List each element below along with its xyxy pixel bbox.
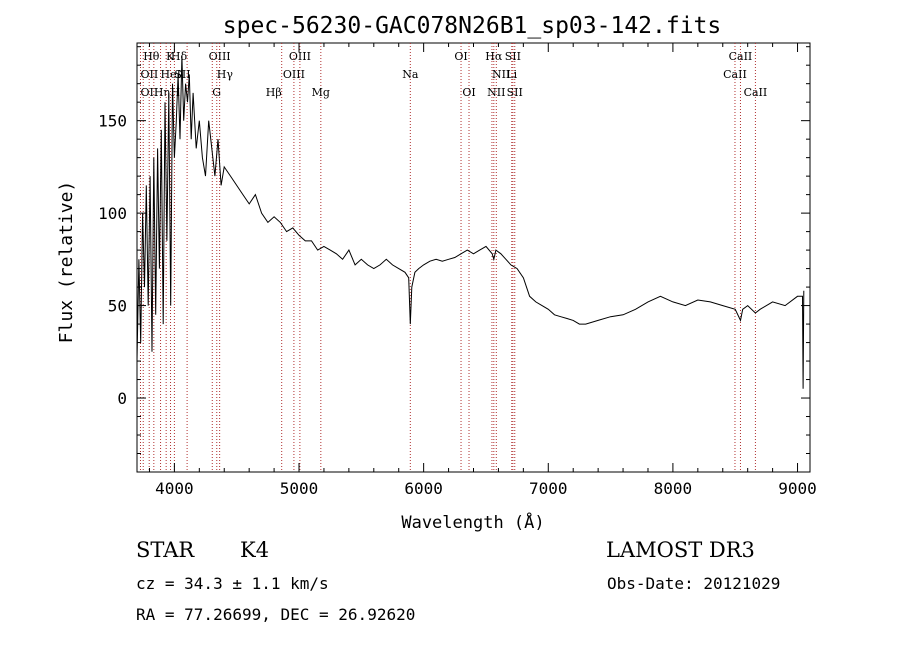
line-label-9: Hδ <box>171 50 188 63</box>
line-label-23: Li <box>506 68 517 81</box>
line-label-13: Hβ <box>266 86 282 99</box>
redshift-label: cz = 34.3 ± 1.1 km/s <box>136 574 329 593</box>
line-label-26: CaII <box>723 68 747 81</box>
coordinates-label: RA = 77.26699, DEC = 26.92620 <box>136 605 416 624</box>
x-axis-ticks: 4000 5000 6000 7000 8000 9000 <box>148 43 817 498</box>
emission-line-markers <box>139 43 756 472</box>
y-tick-label-1: 50 <box>108 297 127 316</box>
x-tick-label-4: 8000 <box>654 479 693 498</box>
line-label-22: NII <box>487 86 505 99</box>
line-label-6: K <box>166 50 175 63</box>
line-label-17: Na <box>402 68 419 81</box>
chart-title: spec-56230-GAC078N26B1_sp03-142.fits <box>223 13 722 39</box>
line-label-25: SII <box>507 86 523 99</box>
line-label-0: Hθ <box>143 50 160 63</box>
line-label-7: H <box>171 86 181 99</box>
spectrum-line <box>136 55 805 389</box>
line-label-1: OII <box>140 68 158 81</box>
line-label-5: HeI <box>161 68 181 81</box>
survey-label: LAMOST DR3 <box>606 538 755 562</box>
x-tick-label-0: 4000 <box>155 479 194 498</box>
line-label-12: OIII <box>209 50 231 63</box>
line-label-10: G <box>212 86 221 99</box>
line-label-24: SII <box>505 50 521 63</box>
line-label-16: Mg <box>312 86 330 99</box>
line-label-14: OIII <box>283 68 305 81</box>
object-class-label: STAR <box>136 538 195 562</box>
y-axis-label: Flux (relative) <box>56 181 77 344</box>
plot-frame <box>136 42 811 473</box>
y-tick-label-0: 0 <box>117 389 127 408</box>
line-label-27: CaII <box>729 50 753 63</box>
object-subclass-label: K4 <box>240 538 270 562</box>
line-label-18: OI <box>454 50 467 63</box>
line-label-28: CaII <box>744 86 768 99</box>
line-label-15: OIII <box>289 50 311 63</box>
x-tick-label-2: 6000 <box>404 479 443 498</box>
line-label-19: OI <box>462 86 475 99</box>
line-label-20: NII <box>492 68 510 81</box>
line-label-11: Hγ <box>217 68 234 81</box>
observation-date: Obs-Date: 20121029 <box>607 574 781 593</box>
x-axis-label: Wavelength (Å) <box>401 511 544 533</box>
y-tick-label-2: 100 <box>98 204 127 223</box>
y-axis-ticks: 0 50 100 150 <box>98 46 810 455</box>
line-label-4: Hη <box>154 86 170 99</box>
y-tick-label-3: 150 <box>98 112 127 131</box>
x-tick-label-3: 7000 <box>529 479 568 498</box>
x-tick-label-1: 5000 <box>280 479 319 498</box>
emission-line-labels: HθOIIOIIHηHeIKHSIIHδGHγOIIIHβOIIIOIIIMgN… <box>140 50 767 99</box>
x-tick-label-5: 9000 <box>778 479 817 498</box>
line-label-2: OII <box>140 86 158 99</box>
line-label-21: Hα <box>485 50 503 63</box>
